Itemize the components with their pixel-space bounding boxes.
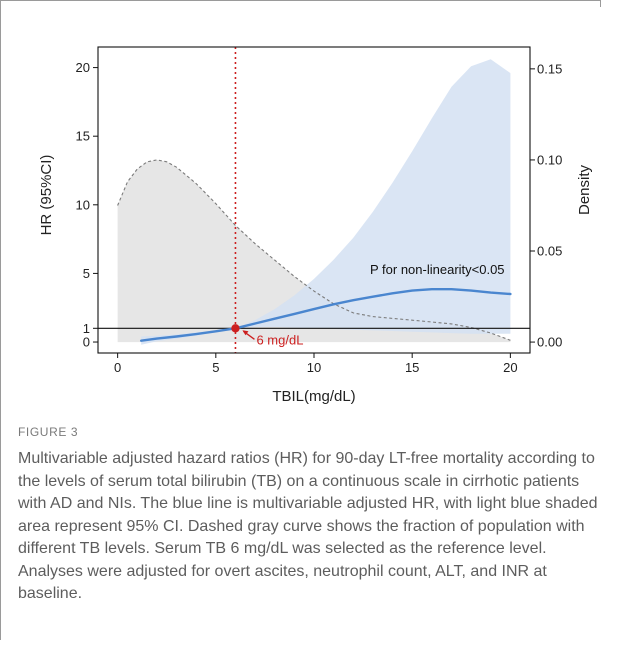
- p-nonlinearity-label: P for non-linearity<0.05: [370, 262, 505, 277]
- x-tick-label: 0: [114, 360, 121, 375]
- density-curve: [117, 159, 511, 341]
- reference-point: [231, 324, 240, 333]
- y2-axis-label: Density: [576, 164, 593, 215]
- y2-tick-label: 0.05: [537, 244, 562, 259]
- figure-caption: FIGURE 3 Multivariable adjusted hazard r…: [18, 425, 608, 606]
- reference-arrowhead: [242, 330, 249, 336]
- y2-tick-label: 0.00: [537, 335, 562, 350]
- y-axis-label: HR (95%CI): [38, 155, 55, 236]
- y-tick-label: 0: [83, 335, 90, 350]
- x-tick-label: 15: [405, 360, 419, 375]
- x-tick-label: 20: [503, 360, 517, 375]
- y-tick-label: 10: [76, 197, 90, 212]
- figure-caption-text: Multivariable adjusted hazard ratios (HR…: [18, 450, 598, 602]
- figure-frame-left: [0, 0, 1, 640]
- y-tick-label: 5: [83, 266, 90, 281]
- y-tick-label: 15: [76, 129, 90, 144]
- y2-tick-label: 0.15: [537, 61, 562, 76]
- x-tick-label: 10: [307, 360, 321, 375]
- density-area: [117, 159, 511, 343]
- y-tick-label: 1: [83, 321, 90, 336]
- figure-frame-top: [0, 0, 601, 7]
- figure-label: FIGURE 3: [18, 425, 79, 439]
- hr-line: [140, 288, 512, 342]
- reference-label: 6 mg/dL: [256, 332, 303, 347]
- y2-tick-label: 0.10: [537, 152, 562, 167]
- confidence-band: [141, 59, 511, 345]
- x-tick-label: 5: [212, 360, 219, 375]
- y-tick-label: 20: [76, 60, 90, 75]
- x-axis-label: TBIL(mg/dL): [272, 388, 355, 405]
- hr-density-chart: 0 5 10 15 200151015200.000.050.100.15TBIL(mg…: [38, 46, 593, 405]
